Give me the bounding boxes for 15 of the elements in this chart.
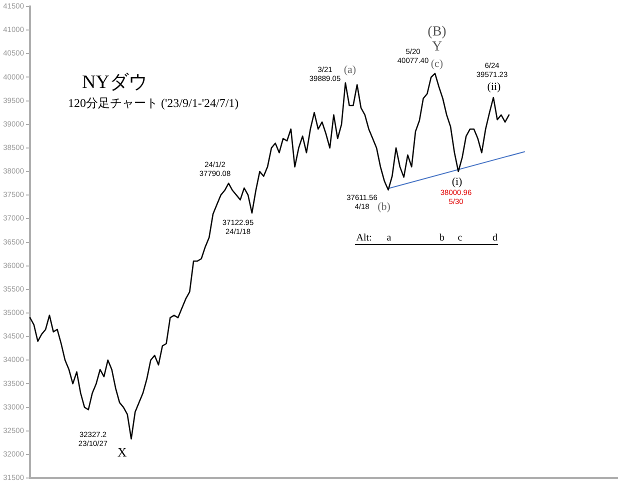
annotation: Y [432, 40, 442, 55]
annotation: d [492, 232, 498, 244]
annotation: (b) [378, 200, 391, 213]
text: NYダウ [82, 72, 148, 93]
annotation: (ii) [487, 80, 502, 93]
annotation: (B) [428, 24, 447, 40]
annotation: a [386, 232, 392, 244]
annotation: Alt: [356, 232, 372, 244]
annotation: (i) [452, 176, 463, 188]
annotation: (a) [344, 64, 356, 76]
annotation: b [440, 232, 444, 244]
annotation: c [458, 232, 463, 244]
text: 120分足チャート ('23/9/1-'24/7/1) [68, 96, 239, 110]
annotation: X [117, 444, 128, 460]
annotation: (c) [430, 58, 444, 70]
